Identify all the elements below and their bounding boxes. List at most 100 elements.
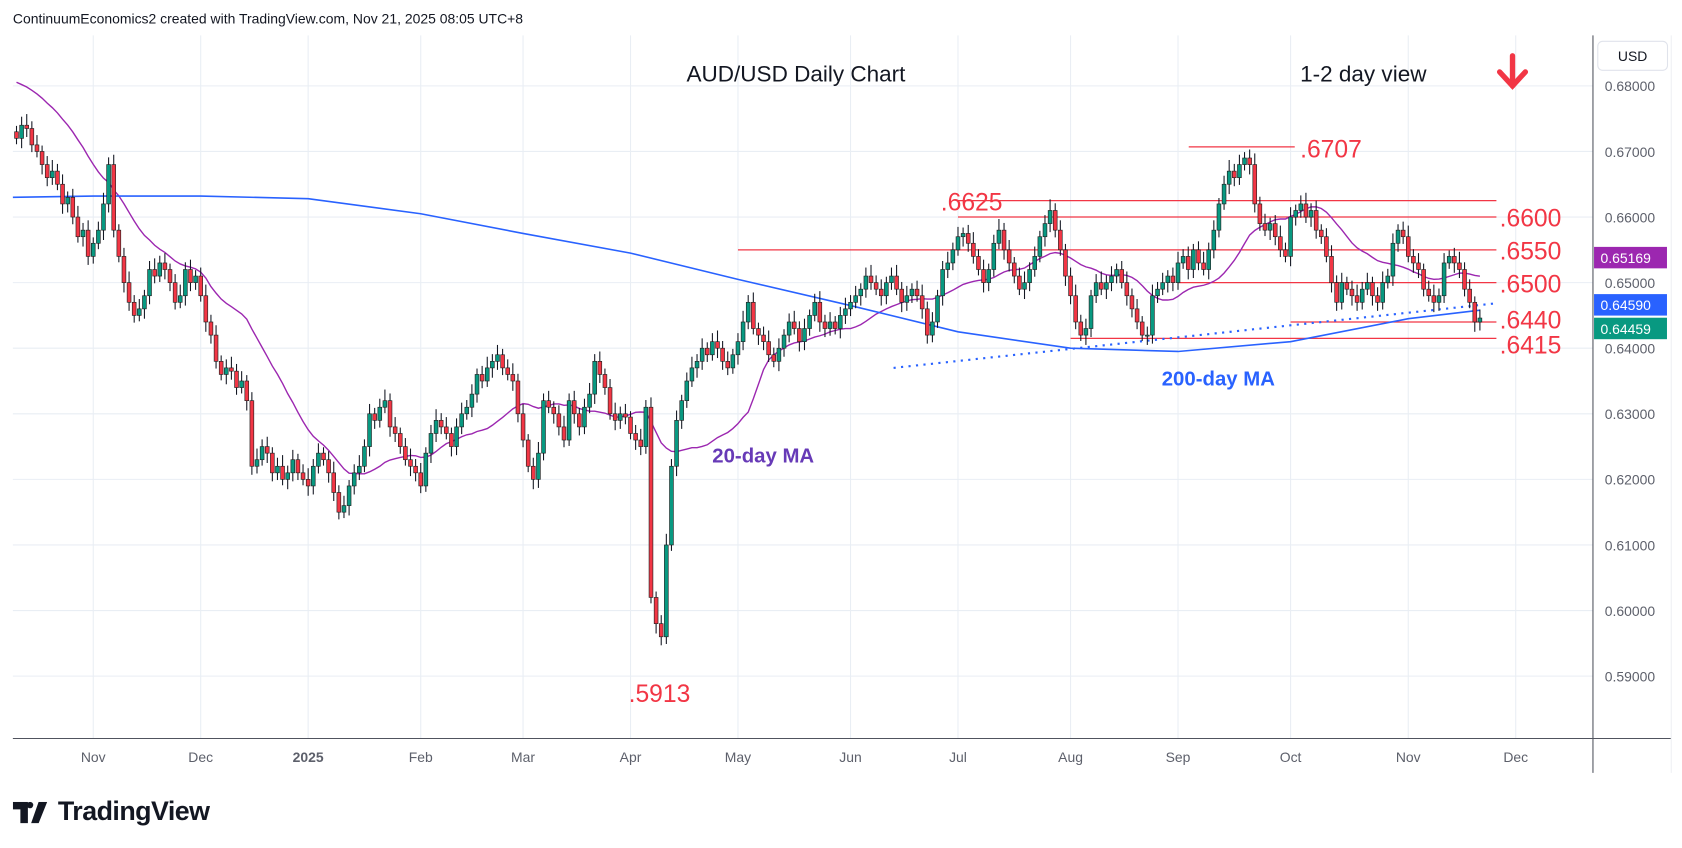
plot-area [12, 35, 1593, 739]
tradingview-logo[interactable]: TradingView [12, 796, 210, 827]
candle-body [50, 170, 55, 179]
candle-body [653, 597, 659, 624]
candle-body [147, 269, 152, 297]
candle-body [218, 361, 224, 375]
x-tick-label: Nov [81, 749, 106, 765]
candle-body [822, 321, 828, 329]
x-tick-label: Sep [1166, 749, 1191, 765]
candle-body [919, 295, 925, 310]
y-tick-label: 0.62000 [1605, 472, 1656, 488]
candle-body [500, 354, 505, 369]
candle-body [1303, 203, 1309, 218]
candle-body [101, 203, 106, 231]
candle-body [60, 183, 65, 205]
level-label: .6600 [1500, 206, 1562, 233]
candle-body [224, 367, 229, 375]
candle-body [1467, 288, 1472, 303]
candle-body [254, 459, 260, 467]
candle-body [1191, 249, 1196, 270]
candle-body [198, 275, 203, 297]
candle-body [674, 420, 679, 467]
candle-body [121, 256, 127, 283]
candle-body [264, 446, 270, 454]
candle-body [1324, 236, 1329, 257]
candle-body [991, 242, 997, 270]
candle-body [1426, 288, 1431, 297]
candle-body [602, 374, 608, 388]
candle-body [1411, 256, 1416, 264]
candle-body [868, 275, 874, 283]
candle-body [290, 459, 296, 474]
candle-body [1406, 236, 1411, 257]
candle-body [976, 256, 981, 270]
candle-body [142, 295, 147, 310]
candle-body [792, 321, 797, 329]
candle-body [1047, 210, 1053, 224]
candle-body [1462, 269, 1467, 290]
candle-body [34, 144, 40, 152]
candle-body [229, 367, 234, 372]
level-label: .6550 [1500, 238, 1562, 265]
candle-body [234, 370, 239, 388]
candle-body [628, 416, 633, 434]
candle-body [848, 301, 853, 310]
level-label: .6625 [941, 189, 1003, 216]
candle-body [372, 413, 377, 421]
candle-body [1093, 282, 1099, 297]
candle-body [664, 544, 669, 638]
candle-body [1344, 282, 1350, 290]
candle-body [612, 413, 618, 421]
candle-body [167, 269, 173, 283]
candle-body [996, 229, 1002, 244]
candle-body [188, 269, 193, 283]
candle-body [285, 472, 290, 480]
candle-body [29, 128, 35, 146]
candle-body [1421, 269, 1426, 290]
currency-button[interactable]: USD [1597, 40, 1669, 71]
candle-body [1088, 295, 1094, 329]
candle-body [1380, 282, 1385, 303]
candle-body [648, 406, 654, 598]
candle-body [459, 413, 464, 428]
candle-body [505, 367, 510, 375]
attribution-text: ContinuumEconomics2 created with Trading… [12, 10, 524, 27]
candle-body [894, 275, 899, 290]
candle-body [592, 361, 597, 395]
candle-body [751, 301, 756, 329]
candle-body [490, 361, 495, 369]
candle-body [582, 406, 587, 428]
candle-body [715, 341, 720, 349]
low-label: .5913 [629, 681, 691, 708]
x-tick-label: Aug [1058, 749, 1083, 765]
x-tick-label: Dec [1503, 749, 1528, 765]
candle-body [387, 400, 393, 428]
candle-body [19, 124, 24, 139]
candle-body [1099, 282, 1104, 290]
candle-body [1027, 269, 1032, 283]
chart-subtitle: 1-2 day view [1300, 62, 1427, 87]
candle-body [510, 374, 516, 382]
candle-body [423, 452, 429, 487]
candle-body [1370, 282, 1375, 297]
candle-body [909, 288, 915, 297]
candle-body [863, 275, 869, 290]
candle-body [382, 400, 388, 408]
candle-body [1196, 249, 1201, 264]
candle-body [1155, 288, 1160, 297]
candle-body [479, 374, 485, 382]
candle-body [1452, 256, 1457, 264]
candle-body [669, 465, 674, 546]
candle-body [270, 452, 275, 474]
candle-body [1083, 328, 1089, 336]
candle-body [1472, 301, 1478, 323]
x-tick-label: Feb [409, 749, 433, 765]
candle-body [935, 295, 940, 323]
candle-body [597, 361, 603, 375]
candle-body [408, 459, 413, 467]
candle-body [1139, 321, 1145, 336]
candle-body [587, 393, 592, 408]
candle-body [1124, 282, 1130, 297]
candle-body [295, 459, 301, 474]
candle-body [1170, 275, 1176, 283]
